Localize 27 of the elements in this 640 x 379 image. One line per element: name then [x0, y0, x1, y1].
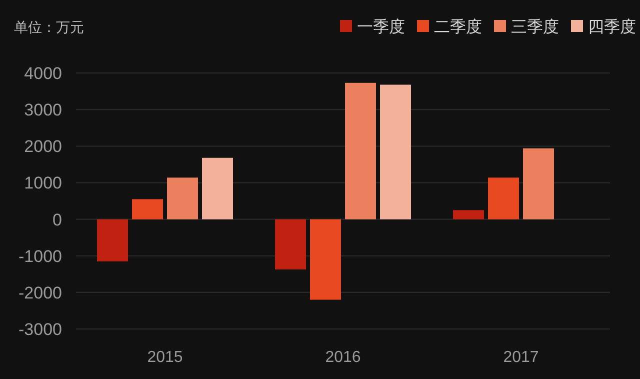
y-tick-label: 2000 — [24, 137, 62, 156]
bar — [345, 82, 376, 220]
y-tick-label: 1000 — [24, 174, 62, 193]
bar — [523, 148, 554, 220]
legend-label: 二季度 — [434, 18, 482, 36]
bar — [275, 219, 306, 270]
bar — [202, 158, 233, 220]
x-tick-label: 2017 — [503, 349, 539, 366]
legend-label: 四季度 — [588, 18, 636, 36]
bar — [132, 199, 163, 220]
bar — [453, 210, 484, 220]
bar — [380, 84, 411, 220]
bar — [167, 178, 198, 220]
legend-label: 一季度 — [357, 18, 405, 36]
y-axis-title: 单位：万元 — [14, 19, 84, 35]
legend-label: 三季度 — [511, 18, 559, 36]
x-tick-label: 2016 — [325, 349, 361, 366]
y-tick-label: -2000 — [18, 283, 62, 302]
y-tick-label: 0 — [52, 210, 62, 230]
x-tick-label: 2015 — [147, 349, 183, 366]
y-tick-label: 3000 — [24, 100, 62, 120]
y-tick-label: 4000 — [24, 64, 62, 83]
bar — [310, 219, 341, 300]
y-tick-label: -1000 — [18, 246, 62, 266]
y-tick-label: -3000 — [18, 320, 62, 339]
bar — [488, 178, 519, 220]
bar — [97, 219, 128, 262]
